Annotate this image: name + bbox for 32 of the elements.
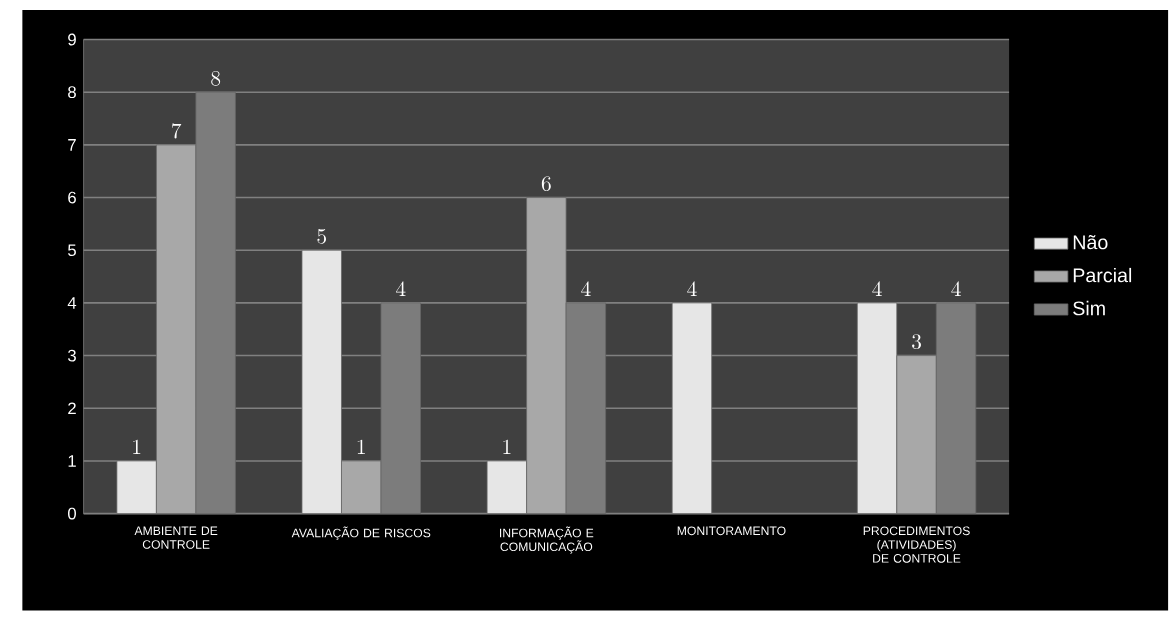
data-label: 4 — [395, 281, 406, 296]
data-label: 7 — [171, 123, 182, 139]
y-tick-label: 2 — [68, 402, 76, 414]
y-tick-label: 0 — [68, 507, 76, 520]
y-tick-label: 9 — [68, 33, 76, 46]
data-label: 4 — [872, 281, 882, 296]
y-tick-label: 3 — [68, 349, 76, 362]
y-tick-label: 8 — [68, 86, 76, 98]
legend-label: Sim — [1073, 300, 1105, 316]
data-label: 4 — [687, 281, 697, 296]
data-label: 1 — [357, 439, 365, 454]
data-label: 1 — [503, 439, 511, 454]
legend-label: Não — [1073, 234, 1108, 250]
x-tick-label: MONITORAMENTO — [677, 526, 786, 535]
x-tick-label: AVALIAÇÃO DE RISCOS — [291, 526, 431, 540]
y-tick-label: 5 — [68, 244, 76, 256]
data-label: 6 — [541, 176, 551, 191]
bar — [671, 302, 713, 514]
y-tick-label: 7 — [68, 138, 76, 151]
y-tick-label: 1 — [68, 455, 76, 467]
legend-label: Parcial — [1073, 267, 1132, 283]
x-tick-label: PROCEDIMENTOS (ATIVIDADES) DE CONTROLE — [863, 526, 970, 563]
data-label: 8 — [211, 70, 221, 86]
data-label: 1 — [133, 439, 141, 454]
y-tick-label: 4 — [67, 297, 77, 309]
x-tick-label: INFORMAÇÃO E COMUNICAÇÃO — [500, 526, 594, 554]
y-tick-label: 6 — [68, 191, 76, 204]
data-label: 4 — [951, 281, 961, 296]
data-label: 3 — [912, 334, 921, 349]
x-tick-label: AMBIENTE DE CONTROLE — [134, 526, 218, 549]
data-label: 4 — [581, 281, 591, 296]
data-label: 5 — [317, 228, 327, 244]
